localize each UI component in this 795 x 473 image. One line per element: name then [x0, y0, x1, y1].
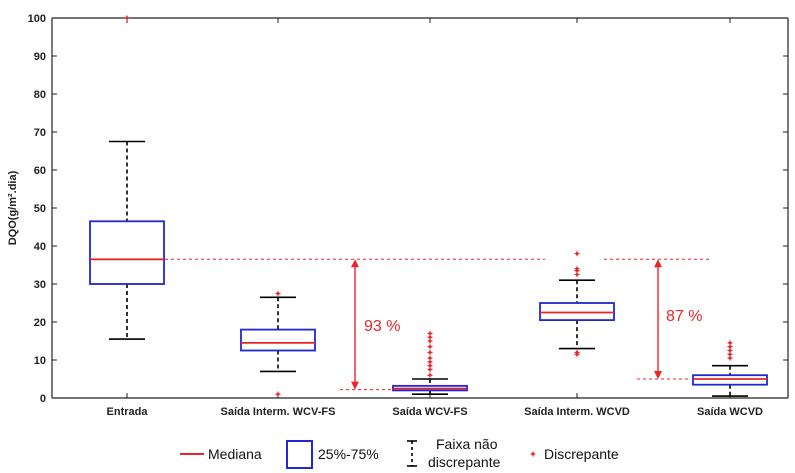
reduction-arrow-wcvd-head-top	[654, 259, 662, 268]
outlier-point	[573, 271, 581, 278]
x-category-label: Saída Interm. WCVD	[524, 406, 630, 418]
outlier-point	[426, 366, 434, 373]
y-tick-label: 0	[40, 393, 46, 405]
y-tick-label: 90	[34, 51, 46, 63]
reduction-arrow-wcvfs-head-top	[351, 259, 359, 268]
x-category-label: Saída Interm. WCV-FS	[221, 406, 336, 418]
y-tick-label: 70	[34, 127, 46, 139]
outlier-point	[274, 290, 282, 297]
iqr-box	[692, 374, 768, 386]
y-tick-label: 20	[34, 317, 46, 329]
legend-range-label-line2: discrepante	[428, 454, 501, 470]
legend-box-swatch	[286, 440, 313, 469]
outlier-point	[726, 354, 734, 362]
outlier-point	[123, 14, 131, 22]
outlier-point	[426, 358, 434, 366]
outlier-point	[426, 337, 434, 345]
iqr-box	[240, 328, 316, 352]
outlier-point	[426, 372, 434, 379]
outlier-point	[726, 351, 734, 358]
x-category-label: Entrada	[107, 406, 149, 418]
outlier-point	[426, 330, 434, 337]
y-tick-label: 60	[34, 165, 46, 177]
y-tick-label: 10	[34, 355, 46, 367]
outlier-point	[573, 351, 581, 358]
x-category-label: Saída WCVD	[697, 406, 763, 418]
legend-median-label: Mediana	[208, 446, 262, 462]
reduction-label-wcvfs: 93 %	[364, 318, 400, 335]
legend-range-label-line1: Faixa não	[436, 436, 498, 452]
reduction-arrow-wcvfs-head-bottom	[351, 381, 359, 390]
x-category-label: Saída WCV-FS	[392, 406, 467, 418]
outlier-point	[426, 334, 434, 341]
legend-box-label: 25%-75%	[318, 446, 379, 462]
outlier-point	[426, 343, 434, 350]
outlier-point	[726, 339, 734, 347]
outlier-point	[726, 343, 734, 350]
y-axis-title: DQO(g/m².dia)	[7, 170, 19, 245]
legend-outlier-swatch	[529, 450, 537, 458]
y-tick-label: 50	[34, 203, 46, 215]
y-tick-label: 30	[34, 279, 46, 291]
y-tick-label: 40	[34, 241, 46, 253]
y-tick-label: 100	[28, 13, 46, 25]
outlier-point	[573, 265, 581, 272]
outlier-point	[426, 354, 434, 362]
reduction-arrow-wcvd-head-bottom	[654, 371, 662, 379]
y-tick-label: 80	[34, 89, 46, 101]
iqr-box	[89, 220, 165, 285]
outlier-point	[726, 347, 734, 354]
iqr-box	[539, 302, 615, 322]
outlier-point	[426, 362, 434, 369]
outlier-point	[573, 250, 581, 257]
outlier-point	[274, 391, 282, 398]
outlier-point	[426, 349, 434, 356]
legend-outlier-label: Discrepante	[544, 446, 619, 462]
reduction-label-wcvd: 87 %	[666, 308, 702, 325]
